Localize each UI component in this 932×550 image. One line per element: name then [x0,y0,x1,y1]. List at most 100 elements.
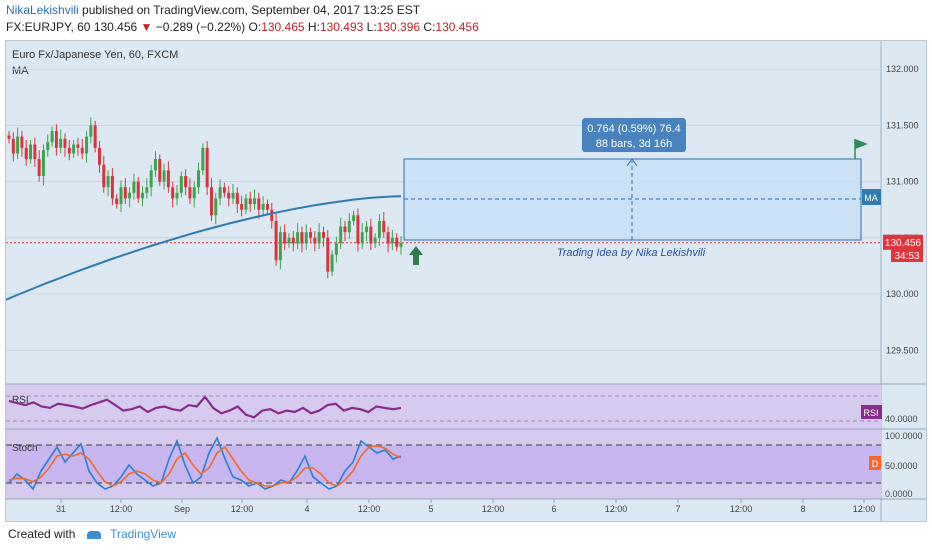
price-tick-label: 131.000 [886,177,919,187]
publish-header: NikaLekishvili published on TradingView.… [6,3,420,17]
candle-body [80,147,84,154]
rsi-pane[interactable] [6,384,881,429]
candle-body [377,220,381,238]
candle-body [63,138,67,148]
candle-body [184,175,188,188]
close-value: 130.456 [435,20,479,34]
stoch-axis-badge [869,456,881,470]
candle-body [115,198,119,205]
candle-body [175,192,179,199]
time-tick-label: 31 [56,504,66,514]
open-value: 130.465 [261,20,305,34]
measure-info-box[interactable] [582,118,686,152]
candle-body [141,192,145,199]
candle-body [209,187,213,216]
price-tick-label: 132.000 [886,64,919,74]
time-tick-label: 5 [428,504,433,514]
rsi-tick-40: 40.0000 [885,414,918,424]
time-tick-label: 6 [551,504,556,514]
candle-body [369,226,373,244]
candle-body [41,150,45,176]
price-tick-label: 130.000 [886,289,919,299]
time-tick-label: 12:00 [358,504,381,514]
low-label: L: [363,20,377,34]
stoch-tick-0: 0.0000 [885,489,913,499]
candle-body [222,187,226,193]
candle-body [356,215,360,244]
candle-body [149,170,153,188]
price-axis-bg[interactable] [881,41,926,521]
candle-body [72,144,76,154]
candle-body [128,192,132,199]
flag-icon[interactable] [855,139,868,149]
candle-body [33,144,37,160]
candle-body [326,237,330,272]
candle-body [317,232,321,244]
candle-body [59,138,63,148]
candles-group [7,117,403,279]
countdown-badge [891,248,923,262]
ma-badge-text: MA [864,193,878,203]
candle-body [321,232,325,238]
created-with-text: Created with [8,527,76,541]
author-link[interactable]: NikaLekishvili [6,3,79,17]
candle-body [257,198,261,210]
candle-body [54,130,58,148]
candle-body [29,144,33,160]
candle-body [205,147,209,188]
time-axis[interactable]: 31 12:00 Sep 12:00 4 12:00 5 12:00 6 12:00 7 12:00 8… [56,499,875,514]
candle-body [197,170,201,188]
candle-body [37,159,41,176]
candle-body [240,204,244,210]
long-arrow-icon[interactable] [409,246,423,265]
candle-body [201,147,205,171]
candle-body [106,175,110,188]
candle-body [334,243,338,255]
time-tick-label: 12:00 [482,504,505,514]
candle-body [231,192,235,199]
time-tick-label: Sep [174,504,190,514]
candle-body [171,187,175,199]
chart-frame[interactable]: Euro Fx/Japanese Yen, 60, FXCM MA RSI St… [5,40,927,522]
candle-body [179,175,183,193]
candle-body [46,142,50,151]
ma-line [5,195,402,301]
time-tick-label: 12:00 [730,504,753,514]
candle-body [296,232,300,244]
candle-body [278,232,282,261]
candle-body [270,209,274,221]
candle-body [132,181,136,193]
candle-body [300,232,304,244]
chart-svg[interactable]: Euro Fx/Japanese Yen, 60, FXCM MA RSI St… [5,41,926,521]
candle-body [304,232,308,244]
rsi-badge-text: RSI [863,408,878,418]
candle-body [352,215,356,221]
stoch-tick-100: 100.0000 [885,431,923,441]
candle-body [136,181,140,199]
price-tick-label: 129.500 [886,345,919,355]
candle-body [274,220,278,261]
candle-body [192,187,196,199]
tradingview-brand-link[interactable]: TradingView [110,527,177,541]
candle-body [343,226,347,233]
candle-body [162,170,166,182]
candle-body [11,138,15,154]
ohlc-header: FX:EURJPY, 60 130.456 ▼ −0.289 (−0.22%) … [6,20,479,34]
time-tick-label: 12:00 [605,504,628,514]
candle-body [283,232,287,244]
candle-body [235,192,239,205]
time-tick-label: 12:00 [110,504,133,514]
time-tick-label: 4 [304,504,309,514]
candle-body [145,187,149,193]
tradingview-logo-icon[interactable] [86,530,101,539]
measure-line1: 0.764 (0.59%) 76.4 [587,123,681,135]
candle-body [67,147,71,154]
candle-body [253,198,257,205]
time-tick-label: 7 [675,504,680,514]
rsi-axis-badge [861,405,882,419]
current-price-text: 130.456 [885,238,922,249]
time-tick-label: 8 [800,504,805,514]
candle-body [347,220,351,233]
candle-body [89,125,93,137]
candle-body [386,232,390,244]
